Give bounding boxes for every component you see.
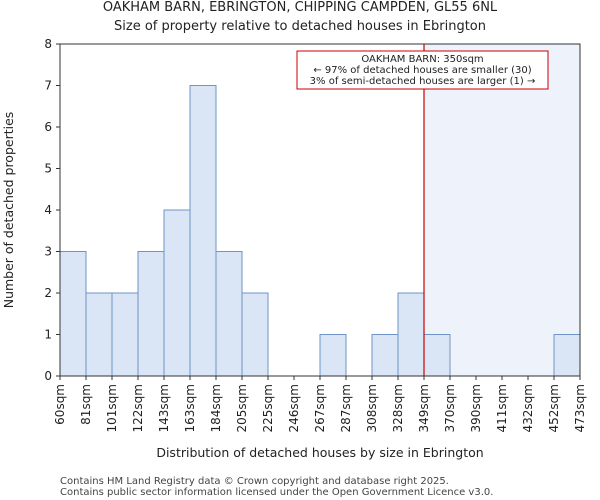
bar-7 [241,292,269,377]
x-tick-label: 184sqm [209,384,223,432]
x-tick-label: 205sqm [235,384,249,432]
y-tick-label: 3 [44,245,52,259]
x-tick-label: 390sqm [469,384,483,432]
y-tick-label: 0 [44,369,52,383]
y-tick-label: 7 [44,79,52,93]
y-tick-label: 8 [44,37,52,51]
footer-line-2: Contains public sector information licen… [60,487,493,498]
chart-subtitle: Size of property relative to detached ho… [114,19,486,34]
bar-19 [553,334,581,377]
x-tick-label: 81sqm [79,384,93,425]
x-tick-label: 473sqm [573,384,587,432]
chart-title: OAKHAM BARN, EBRINGTON, CHIPPING CAMPDEN… [103,0,498,15]
x-tick-label: 225sqm [261,384,275,432]
y-tick-label: 5 [44,162,52,176]
x-tick-label: 267sqm [313,384,327,432]
x-tick-label: 246sqm [287,384,301,432]
bar-0 [59,251,87,377]
marker-shaded-region [424,44,580,376]
y-axis-label: Number of detached properties [1,112,16,309]
bar-2 [111,292,139,377]
x-tick-label: 452sqm [547,384,561,432]
x-tick-label: 143sqm [157,384,171,432]
x-tick-label: 287sqm [339,384,353,432]
x-tick-label: 349sqm [417,384,431,432]
y-tick-label: 6 [44,120,52,134]
bar-14 [423,334,451,377]
x-tick-label: 163sqm [183,384,197,432]
x-axis-label: Distribution of detached houses by size … [156,445,483,460]
bar-3 [137,251,165,377]
x-tick-label: 60sqm [53,384,67,425]
bar-6 [215,251,243,377]
y-tick-label: 1 [44,328,52,342]
bar-4 [163,209,191,377]
bar-10 [319,334,347,377]
bars [59,85,581,377]
x-tick-label: 370sqm [443,384,457,432]
plot-frame [59,43,581,377]
bar-5 [189,85,217,377]
bar-12 [371,334,399,377]
marker-annotation: OAKHAM BARN: 350sqm ← 97% of detached ho… [296,50,549,90]
bar-1 [85,292,113,377]
x-axis-ticks: 60sqm 81sqm 101sqm 122sqm 143sqm 163sqm 184sqm… [53,376,587,432]
y-tick-label: 4 [44,203,52,217]
annotation-line-3: 3% of semi-detached houses are larger (1… [310,76,536,87]
x-tick-label: 308sqm [365,384,379,432]
x-tick-label: 432sqm [521,384,535,432]
annotation-line-1: OAKHAM BARN: 350sqm [361,54,483,65]
footer-line-1: Contains HM Land Registry data © Crown c… [60,476,449,487]
x-tick-label: 122sqm [131,384,145,432]
bar-13 [397,292,425,377]
annotation-line-2: ← 97% of detached houses are smaller (30… [313,65,531,76]
x-tick-label: 101sqm [105,384,119,432]
y-tick-label: 2 [44,286,52,300]
x-tick-label: 411sqm [495,384,509,432]
x-tick-label: 328sqm [391,384,405,432]
plot-area: 0 1 2 3 4 5 6 7 8 60sqm 81sqm 101sqm 122sqm 143sqm 16… [44,37,587,432]
annotation-box [296,50,549,90]
y-axis-ticks: 0 1 2 3 4 5 6 7 8 [44,37,60,383]
